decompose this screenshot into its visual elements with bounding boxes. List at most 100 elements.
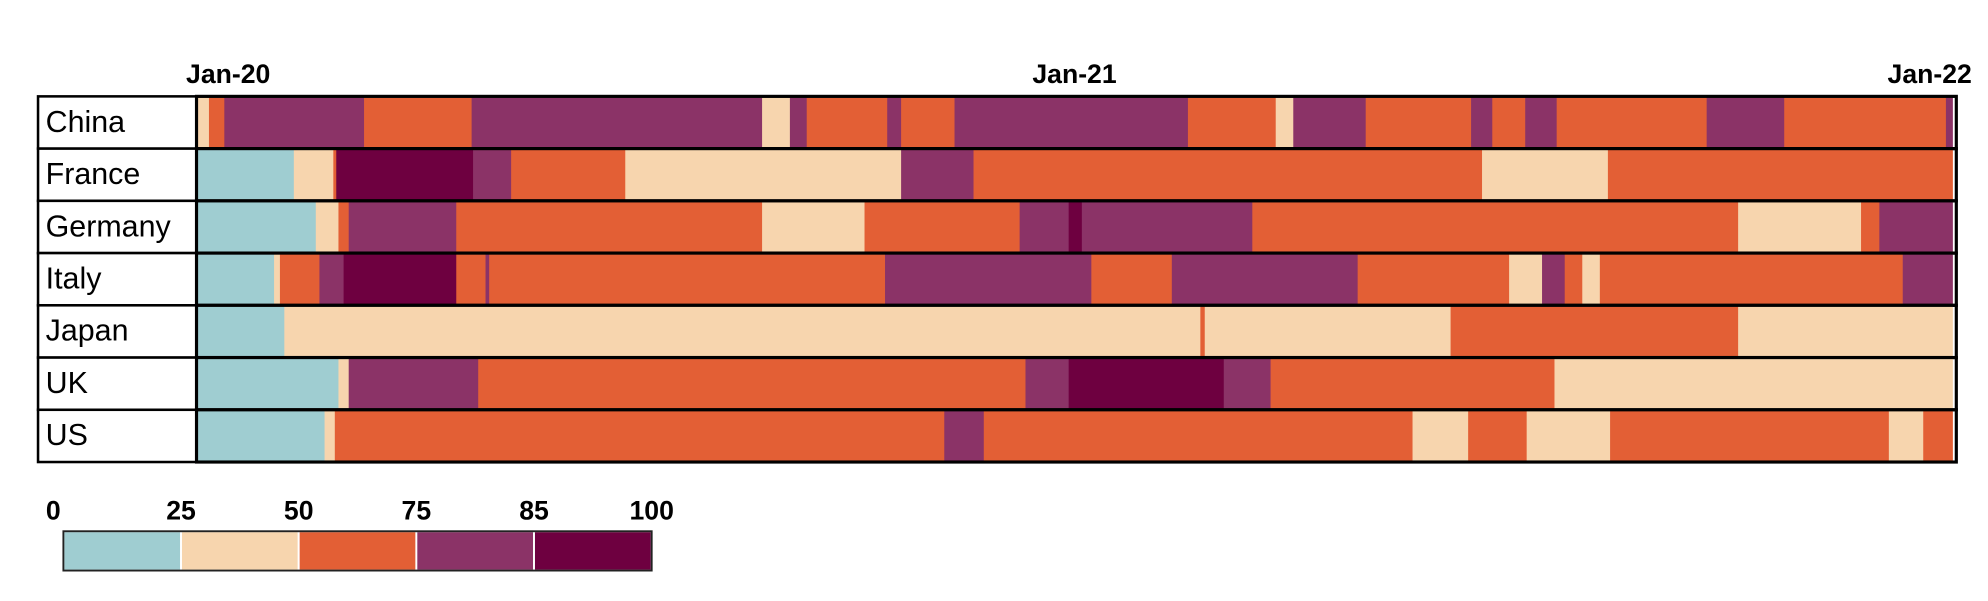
legend-border xyxy=(62,530,653,572)
segment xyxy=(1270,358,1555,409)
segment xyxy=(334,411,945,461)
legend-swatch xyxy=(180,530,300,572)
segment xyxy=(1599,254,1904,305)
segment xyxy=(1365,97,1472,148)
segment xyxy=(196,411,325,461)
segment xyxy=(901,149,974,200)
segment xyxy=(315,202,339,252)
legend-tick-label: 50 xyxy=(284,495,314,525)
segment xyxy=(1542,254,1566,305)
segment xyxy=(1888,411,1924,461)
row-label: France xyxy=(46,157,141,191)
segment xyxy=(1738,202,1862,252)
segment xyxy=(1945,97,1953,148)
segment xyxy=(196,254,275,305)
segment xyxy=(1468,411,1528,461)
segment xyxy=(511,149,626,200)
segment xyxy=(338,358,350,409)
segment xyxy=(1275,97,1294,148)
segment xyxy=(1784,97,1947,148)
segment xyxy=(1204,306,1451,357)
segment xyxy=(478,358,1026,409)
segment xyxy=(338,202,350,252)
segment xyxy=(473,149,512,200)
segment xyxy=(1187,97,1277,148)
segment xyxy=(1607,149,1953,200)
segment xyxy=(762,97,791,148)
segment xyxy=(1861,202,1880,252)
segment xyxy=(1902,254,1953,305)
segment xyxy=(456,254,486,305)
legend-swatch xyxy=(297,530,418,572)
segment xyxy=(1482,149,1609,200)
segment xyxy=(864,202,1021,252)
segment xyxy=(279,254,320,305)
legend-tick-label: 85 xyxy=(519,495,549,525)
row-label: Japan xyxy=(46,314,129,348)
segment xyxy=(274,254,281,305)
segment xyxy=(1252,202,1739,252)
segment xyxy=(1923,411,1953,461)
segment xyxy=(806,97,888,148)
segment xyxy=(1525,97,1558,148)
segment xyxy=(1564,254,1583,305)
row-border xyxy=(194,408,1958,464)
segment xyxy=(284,306,1201,357)
segment xyxy=(954,97,1189,148)
segment xyxy=(1879,202,1953,252)
segment xyxy=(364,97,473,148)
segment xyxy=(208,97,225,148)
segment xyxy=(324,411,336,461)
segment xyxy=(1582,254,1601,305)
segment xyxy=(625,149,902,200)
segment xyxy=(1068,358,1225,409)
segment xyxy=(293,149,334,200)
segment xyxy=(1357,254,1510,305)
segment xyxy=(1492,97,1526,148)
segment xyxy=(1412,411,1469,461)
legend-tick-label: 0 xyxy=(46,495,61,525)
row-label: UK xyxy=(46,366,88,400)
segment xyxy=(1706,97,1785,148)
segment xyxy=(196,97,210,148)
segment xyxy=(973,149,1483,200)
segment xyxy=(456,202,763,252)
row-label: Italy xyxy=(46,261,103,295)
segment xyxy=(224,97,365,148)
segment xyxy=(489,254,886,305)
row-label-cell xyxy=(36,95,198,150)
row-label-cell xyxy=(36,408,198,464)
row-label-cell xyxy=(36,199,198,255)
legend-swatch xyxy=(415,530,535,572)
legend-swatch xyxy=(533,530,653,572)
segment xyxy=(471,97,763,148)
segment xyxy=(762,202,865,252)
segment xyxy=(1223,358,1271,409)
segment xyxy=(887,97,902,148)
row-label-cell xyxy=(36,356,198,412)
legend-tick-label: 75 xyxy=(402,495,432,525)
segment xyxy=(789,97,808,148)
segment xyxy=(333,149,337,200)
segment xyxy=(1509,254,1543,305)
x-tick-label: Jan-21 xyxy=(1032,59,1117,89)
row-label: US xyxy=(46,418,88,452)
segment xyxy=(348,358,479,409)
legend-tick-label: 100 xyxy=(629,495,673,525)
segment xyxy=(196,358,339,409)
row-label: Germany xyxy=(46,209,172,243)
segment xyxy=(1554,358,1953,409)
segment xyxy=(348,202,457,252)
segment xyxy=(901,97,955,148)
segment xyxy=(983,411,1413,461)
segment xyxy=(885,254,1092,305)
segment xyxy=(196,306,285,357)
row-label: China xyxy=(46,105,126,139)
legend-tick-label: 25 xyxy=(166,495,196,525)
segment xyxy=(196,202,317,252)
segment xyxy=(1450,306,1739,357)
segment xyxy=(319,254,344,305)
segment xyxy=(1556,97,1708,148)
